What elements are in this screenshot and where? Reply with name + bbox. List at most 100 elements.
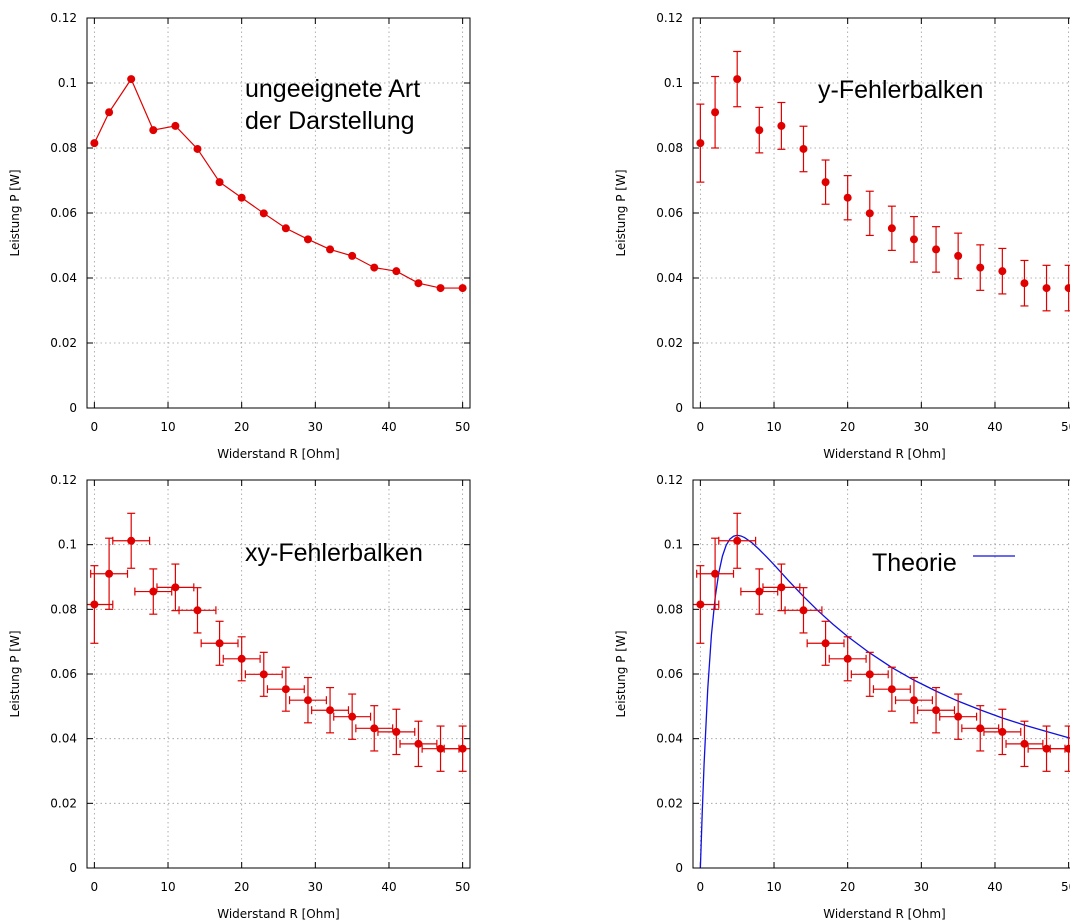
data-point: [370, 263, 379, 272]
data-point: [799, 144, 808, 153]
y-tick-label: 0.02: [656, 796, 683, 810]
y-tick-label: 0.06: [656, 206, 683, 220]
data-point: [976, 263, 985, 272]
x-tick-label: 40: [987, 420, 1002, 434]
data-point: [392, 727, 401, 736]
data-point: [954, 251, 963, 260]
x-tick-label: 10: [766, 420, 781, 434]
x-tick-label: 40: [381, 420, 396, 434]
x-axis-label: Widerstand R [Ohm]: [823, 447, 945, 461]
annotation-text: y-Fehlerbalken: [818, 76, 983, 104]
data-point: [954, 712, 963, 721]
y-tick-label: 0.04: [50, 271, 77, 285]
data-point: [237, 654, 246, 663]
plot-frame: [692, 17, 1070, 409]
data-point: [1020, 279, 1029, 288]
plot-marks: [87, 512, 470, 772]
data-point: [149, 126, 158, 135]
data-point: [458, 744, 467, 753]
x-tick-label: 20: [840, 880, 855, 894]
x-tick-label: 50: [455, 420, 470, 434]
data-point: [932, 706, 941, 715]
data-point: [865, 209, 874, 218]
y-tick-label: 0.08: [50, 602, 77, 616]
data-point: [326, 245, 335, 254]
y-tick-label: 0.06: [50, 667, 77, 681]
y-tick-label: 0.04: [656, 732, 683, 746]
plot-marks: [693, 512, 1070, 868]
data-point: [105, 569, 114, 578]
chart-panel-points-lines: 0 10 20 30 40 50 0 0.02 0.04 0.06 0.08 0.1 0.12 Wider…: [8, 11, 471, 461]
y-tick-label: 0.04: [50, 732, 77, 746]
x-tick-label: 20: [234, 420, 249, 434]
data-point: [436, 284, 445, 293]
data-point: [1020, 739, 1029, 748]
x-axis-label: Widerstand R [Ohm]: [823, 907, 945, 921]
data-point: [733, 75, 742, 84]
data-point: [215, 639, 224, 648]
y-axis-label: Leistung P [W]: [614, 630, 628, 717]
data-point: [326, 706, 335, 715]
y-tick-label: 0.1: [664, 76, 683, 90]
data-point: [90, 139, 99, 148]
x-tick-label: 0: [697, 880, 705, 894]
plot-marks: [696, 50, 1070, 312]
data-point: [909, 696, 918, 705]
data-point: [799, 606, 808, 615]
data-point: [149, 587, 158, 596]
chart-panel-xy-errorbars: 0 10 20 30 40 50 0 0.02 0.04 0.06 0.08 0.1 0.12 Wider…: [8, 473, 471, 921]
data-point: [436, 744, 445, 753]
y-tick-label: 0: [675, 861, 683, 875]
data-point: [193, 144, 202, 153]
y-tick-label: 0.12: [50, 11, 77, 25]
data-point: [414, 279, 423, 288]
data-point: [998, 267, 1007, 276]
y-tick-label: 0.1: [58, 76, 77, 90]
data-point: [998, 727, 1007, 736]
data-point: [370, 724, 379, 733]
data-point: [843, 654, 852, 663]
data-point: [237, 193, 246, 202]
x-tick-label: 10: [766, 880, 781, 894]
data-point: [821, 178, 830, 187]
y-tick-label: 0.08: [656, 602, 683, 616]
data-point: [281, 224, 290, 233]
x-tick-label: 50: [455, 880, 470, 894]
data-point: [127, 536, 136, 545]
x-tick-label: 10: [160, 880, 175, 894]
data-point: [887, 224, 896, 233]
data-point: [215, 178, 224, 187]
x-tick-label: 30: [914, 880, 929, 894]
data-point: [458, 284, 467, 293]
data-point: [259, 209, 268, 218]
data-point: [777, 121, 786, 130]
x-tick-label: 30: [914, 420, 929, 434]
data-point: [932, 245, 941, 254]
x-tick-label: 10: [160, 420, 175, 434]
y-tick-label: 0.1: [664, 538, 683, 552]
data-point: [171, 121, 180, 130]
data-point: [259, 670, 268, 679]
plot-frame: [86, 479, 471, 869]
y-axis-label: Leistung P [W]: [8, 630, 22, 717]
x-tick-label: 0: [91, 880, 99, 894]
data-point: [711, 108, 720, 117]
data-point: [711, 569, 720, 578]
data-point: [303, 235, 312, 244]
theory-curve: [699, 534, 1070, 868]
data-point: [865, 670, 874, 679]
data-point: [755, 587, 764, 596]
data-point: [105, 108, 114, 117]
y-tick-label: 0.08: [50, 141, 77, 155]
data-point: [1042, 284, 1051, 293]
y-axis-label: Leistung P [W]: [8, 169, 22, 256]
x-tick-label: 40: [987, 880, 1002, 894]
plot-frame: [86, 17, 471, 409]
y-tick-label: 0.1: [58, 538, 77, 552]
data-point: [976, 724, 985, 733]
legend-label-theorie: Theorie: [872, 549, 957, 577]
data-point: [1064, 744, 1070, 753]
plot-marks: [90, 75, 467, 293]
series-line: [93, 77, 463, 289]
